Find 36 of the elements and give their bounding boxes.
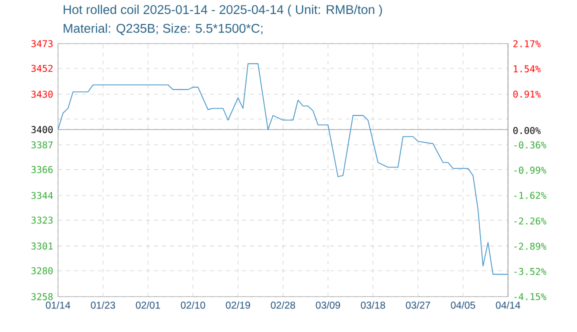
y2-tick-label: -2.26%: [514, 217, 546, 225]
x-tick-label: 02/28: [270, 301, 296, 309]
x-tick-label: 03/27: [406, 301, 430, 309]
y-tick-label: 3280: [31, 267, 53, 274]
y-tick-label: 3344: [31, 192, 53, 199]
x-tick-label: 03/18: [360, 301, 386, 309]
x-tick-label: 01/23: [90, 301, 116, 309]
x-tick-label: 02/19: [226, 301, 250, 309]
y-tick-label: 3301: [31, 242, 53, 250]
chart-title: Hot rolled coil 2025-01-14 - 2025-04-14 ( Unit: RMB/ton ): [64, 4, 382, 17]
x-tick-label: 04/05: [450, 301, 476, 309]
x-tick-label: 02/10: [180, 301, 206, 309]
y-tick-label: 3452: [31, 64, 53, 72]
y-tick-label: 3387: [31, 141, 53, 148]
y2-tick-label: -3.52%: [514, 268, 546, 275]
line-series: [58, 63, 508, 275]
y2-tick-label: -0.99%: [514, 166, 546, 174]
y-tick-label: 3473: [31, 40, 53, 48]
x-tick-label: 01/14: [46, 301, 70, 309]
y2-tick-label: -1.62%: [514, 192, 546, 199]
x-tick-label: 04/14: [496, 301, 520, 309]
x-tick-label: 02/01: [136, 301, 160, 309]
y-tick-label: 3258: [31, 293, 53, 300]
y-tick-label: 3430: [31, 90, 53, 98]
chart-subtitle: Material: Q235B; Size: 5.5*1500*C;: [64, 24, 262, 36]
y2-tick-label: 0.91%: [513, 90, 541, 98]
y-tick-label: 3366: [31, 166, 53, 174]
y2-tick-label: -4.15%: [514, 293, 546, 300]
y2-tick-label: 0.00%: [513, 127, 541, 134]
y-tick-label: 3400: [31, 126, 53, 134]
y-tick-label: 3323: [31, 216, 53, 224]
y2-tick-label: -2.89%: [514, 242, 546, 250]
y2-tick-label: -0.36%: [514, 141, 546, 148]
x-tick-label: 03/09: [316, 301, 340, 309]
y2-tick-label: 1.54%: [514, 65, 541, 72]
y2-tick-label: 2.17%: [513, 40, 541, 48]
